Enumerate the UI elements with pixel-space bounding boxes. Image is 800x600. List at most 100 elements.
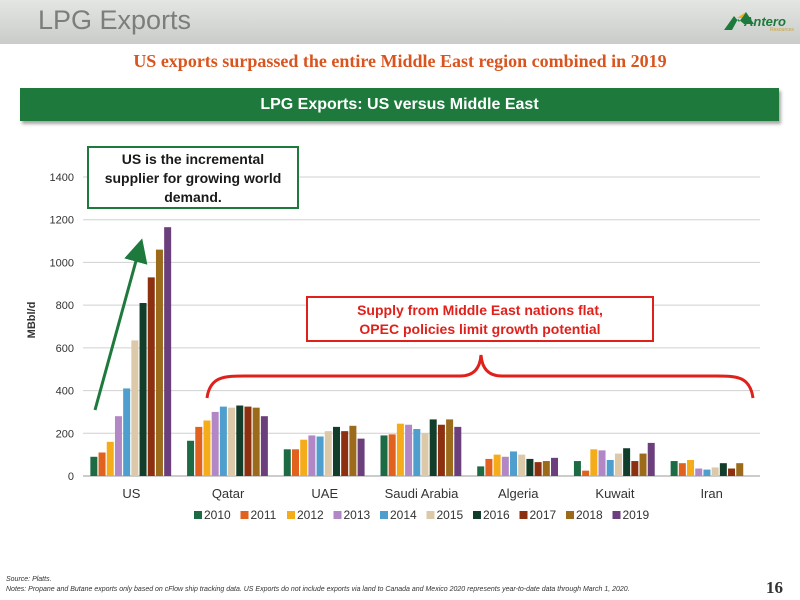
bar-qatar-2017 <box>244 406 252 476</box>
bar-us-2012 <box>106 441 114 476</box>
bar-algeria-2011 <box>485 458 493 476</box>
bar-us-2017 <box>147 277 155 476</box>
legend-label: 2015 <box>437 508 464 522</box>
x-category-label: Iran <box>700 486 722 501</box>
chart-banner-title: LPG Exports: US versus Middle East <box>260 96 539 113</box>
bar-us-2016 <box>139 303 147 476</box>
bar-algeria-2010 <box>477 466 485 476</box>
legend-label: 2011 <box>251 508 277 522</box>
bar-saudi-arabia-2013 <box>405 424 413 476</box>
bar-uae-2019 <box>357 438 365 476</box>
y-tick-label: 1400 <box>50 172 74 184</box>
x-category-label: US <box>122 486 140 501</box>
bar-us-2010 <box>90 456 98 476</box>
bar-uae-2010 <box>283 449 291 476</box>
bar-kuwait-2011 <box>582 470 590 476</box>
bar-qatar-2016 <box>236 405 244 476</box>
bar-qatar-2014 <box>219 406 227 476</box>
bar-iran-2012 <box>687 459 695 476</box>
legend-swatch <box>194 511 202 519</box>
bar-algeria-2015 <box>518 454 526 476</box>
bar-kuwait-2015 <box>614 453 622 476</box>
us-growth-callout: US is the incremental supplier for growi… <box>87 146 299 209</box>
bar-kuwait-2010 <box>573 461 581 476</box>
bar-saudi-arabia-2011 <box>388 434 396 476</box>
bar-qatar-2018 <box>252 407 260 476</box>
legend-swatch <box>566 511 574 519</box>
bar-uae-2018 <box>349 425 357 476</box>
y-tick-label: 200 <box>56 428 74 440</box>
bar-saudi-arabia-2016 <box>429 419 437 476</box>
bar-us-2015 <box>131 340 139 476</box>
x-category-label: Qatar <box>212 486 245 501</box>
legend-label: 2014 <box>390 508 417 522</box>
bar-qatar-2010 <box>187 440 195 476</box>
legend-swatch <box>380 511 388 519</box>
bar-qatar-2012 <box>203 420 211 476</box>
bar-saudi-arabia-2014 <box>413 429 421 476</box>
y-tick-label: 400 <box>56 386 74 398</box>
legend-swatch <box>333 511 342 519</box>
bar-iran-2015 <box>711 467 719 476</box>
x-category-label: Algeria <box>498 486 539 501</box>
bar-uae-2017 <box>341 431 349 476</box>
legend-swatch <box>473 511 481 519</box>
y-tick-label: 800 <box>56 300 74 312</box>
me-callout-line-1: Supply from Middle East nations flat, <box>357 302 603 318</box>
y-axis-label: MBbl/d <box>26 302 38 339</box>
slide-title: LPG Exports <box>38 5 192 35</box>
bar-kuwait-2013 <box>598 450 606 476</box>
bar-iran-2014 <box>703 469 711 476</box>
bar-kuwait-2018 <box>639 453 647 476</box>
logo-name: Antero <box>744 14 786 29</box>
bar-uae-2014 <box>316 436 324 476</box>
y-tick-label: 0 <box>68 471 74 483</box>
legend-swatch <box>426 511 435 519</box>
bar-kuwait-2014 <box>606 459 614 476</box>
bar-saudi-arabia-2010 <box>380 435 388 476</box>
bar-iran-2013 <box>695 468 703 476</box>
bar-saudi-arabia-2017 <box>437 424 445 476</box>
lpg-exports-bar-chart: 0 200 400 600 800 1000 1200 1400 US Qatar UAE Saudi… <box>26 172 760 522</box>
bar-algeria-2016 <box>526 458 534 476</box>
page-number: 16 <box>766 578 783 597</box>
us-callout-line-1: US is the incremental <box>121 151 265 167</box>
legend-label: 2013 <box>344 508 371 522</box>
chart-bars <box>90 227 744 476</box>
bar-qatar-2011 <box>195 426 203 476</box>
us-callout-line-3: demand. <box>164 189 222 205</box>
bar-algeria-2012 <box>493 454 501 476</box>
slide-subtitle: US exports surpassed the entire Middle E… <box>133 51 667 71</box>
legend-label: 2010 <box>204 508 231 522</box>
y-tick-label: 600 <box>56 343 74 355</box>
footer-source: Source: Platts. <box>6 576 52 583</box>
legend-label: 2018 <box>576 508 603 522</box>
legend-swatch <box>519 511 528 519</box>
chart-banner: LPG Exports: US versus Middle East <box>20 88 779 121</box>
bar-saudi-arabia-2018 <box>446 419 454 476</box>
legend-label: 2012 <box>297 508 324 522</box>
growth-arrow-icon <box>93 238 148 411</box>
bar-us-2011 <box>98 452 106 476</box>
y-tick-label: 1200 <box>50 215 74 227</box>
antero-mountain-logo-icon <box>724 12 754 30</box>
bar-saudi-arabia-2015 <box>421 433 429 476</box>
bar-kuwait-2017 <box>631 461 639 476</box>
legend-label: 2016 <box>483 508 510 522</box>
bar-us-2014 <box>123 388 131 476</box>
legend-swatch <box>287 511 295 519</box>
legend-swatch <box>240 511 249 519</box>
bar-saudi-arabia-2012 <box>396 423 404 476</box>
bar-uae-2016 <box>332 426 340 476</box>
x-category-label: UAE <box>311 486 338 501</box>
bar-us-2019 <box>164 227 172 476</box>
bar-algeria-2017 <box>534 462 542 476</box>
logo-subtext: Resources <box>770 27 794 33</box>
y-tick-label: 1000 <box>50 257 74 269</box>
bar-saudi-arabia-2019 <box>454 426 462 476</box>
bar-qatar-2019 <box>260 416 268 476</box>
x-category-label: Kuwait <box>595 486 634 501</box>
middle-east-brace-icon <box>205 354 755 399</box>
footer-notes: Notes: Propane and Butane exports only b… <box>6 586 630 593</box>
bar-algeria-2018 <box>542 461 550 476</box>
